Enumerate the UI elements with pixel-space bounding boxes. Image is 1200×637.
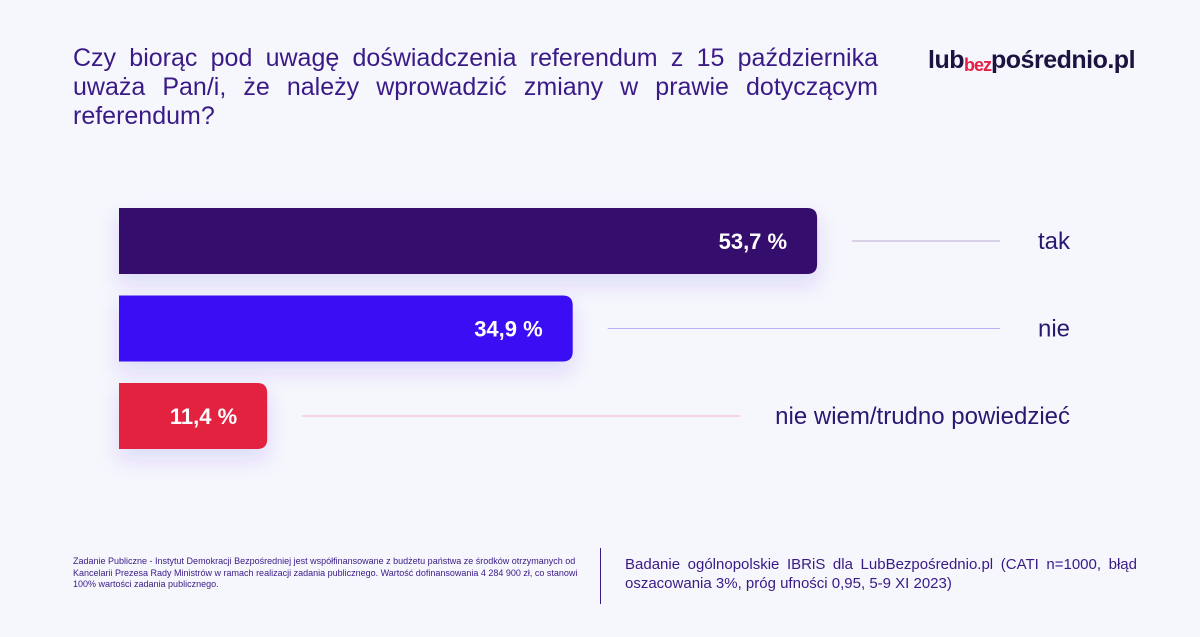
brand-logo[interactable]: lubbezpośrednio.pl	[928, 46, 1136, 75]
chart-title: Czy biorąc pod uwagę doświadczenia refer…	[73, 44, 878, 130]
footer-divider	[600, 548, 601, 604]
value-label-0: 53,7 %	[719, 229, 788, 254]
logo-part-posrednio: pośrednio.pl	[991, 46, 1136, 74]
survey-note: Badanie ogólnopolskie IBRiS dla LubBezpo…	[625, 556, 1137, 592]
funding-note: Zadanie Publiczne - Instytut Demokracji …	[73, 556, 578, 589]
bar-2	[119, 383, 268, 449]
category-label-2: nie wiem/trudno powiedzieć	[775, 403, 1070, 430]
logo-part-bez: bez	[964, 55, 992, 75]
value-label-2: 11,4 %	[170, 404, 237, 429]
value-label-1: 34,9 %	[474, 317, 543, 342]
category-label-0: tak	[1038, 228, 1071, 255]
category-label-1: nie	[1038, 316, 1070, 343]
bar-1	[119, 295, 573, 362]
bars-group: 53,7 % tak 34,9 % nie 11,4 % nie wiem/trudno …	[119, 208, 1071, 449]
bar-chart: 53,7 % tak 34,9 % nie 11,4 % nie wiem/trudno …	[119, 208, 1071, 449]
bar-0	[119, 208, 818, 274]
logo-part-lub: lub	[928, 46, 965, 74]
